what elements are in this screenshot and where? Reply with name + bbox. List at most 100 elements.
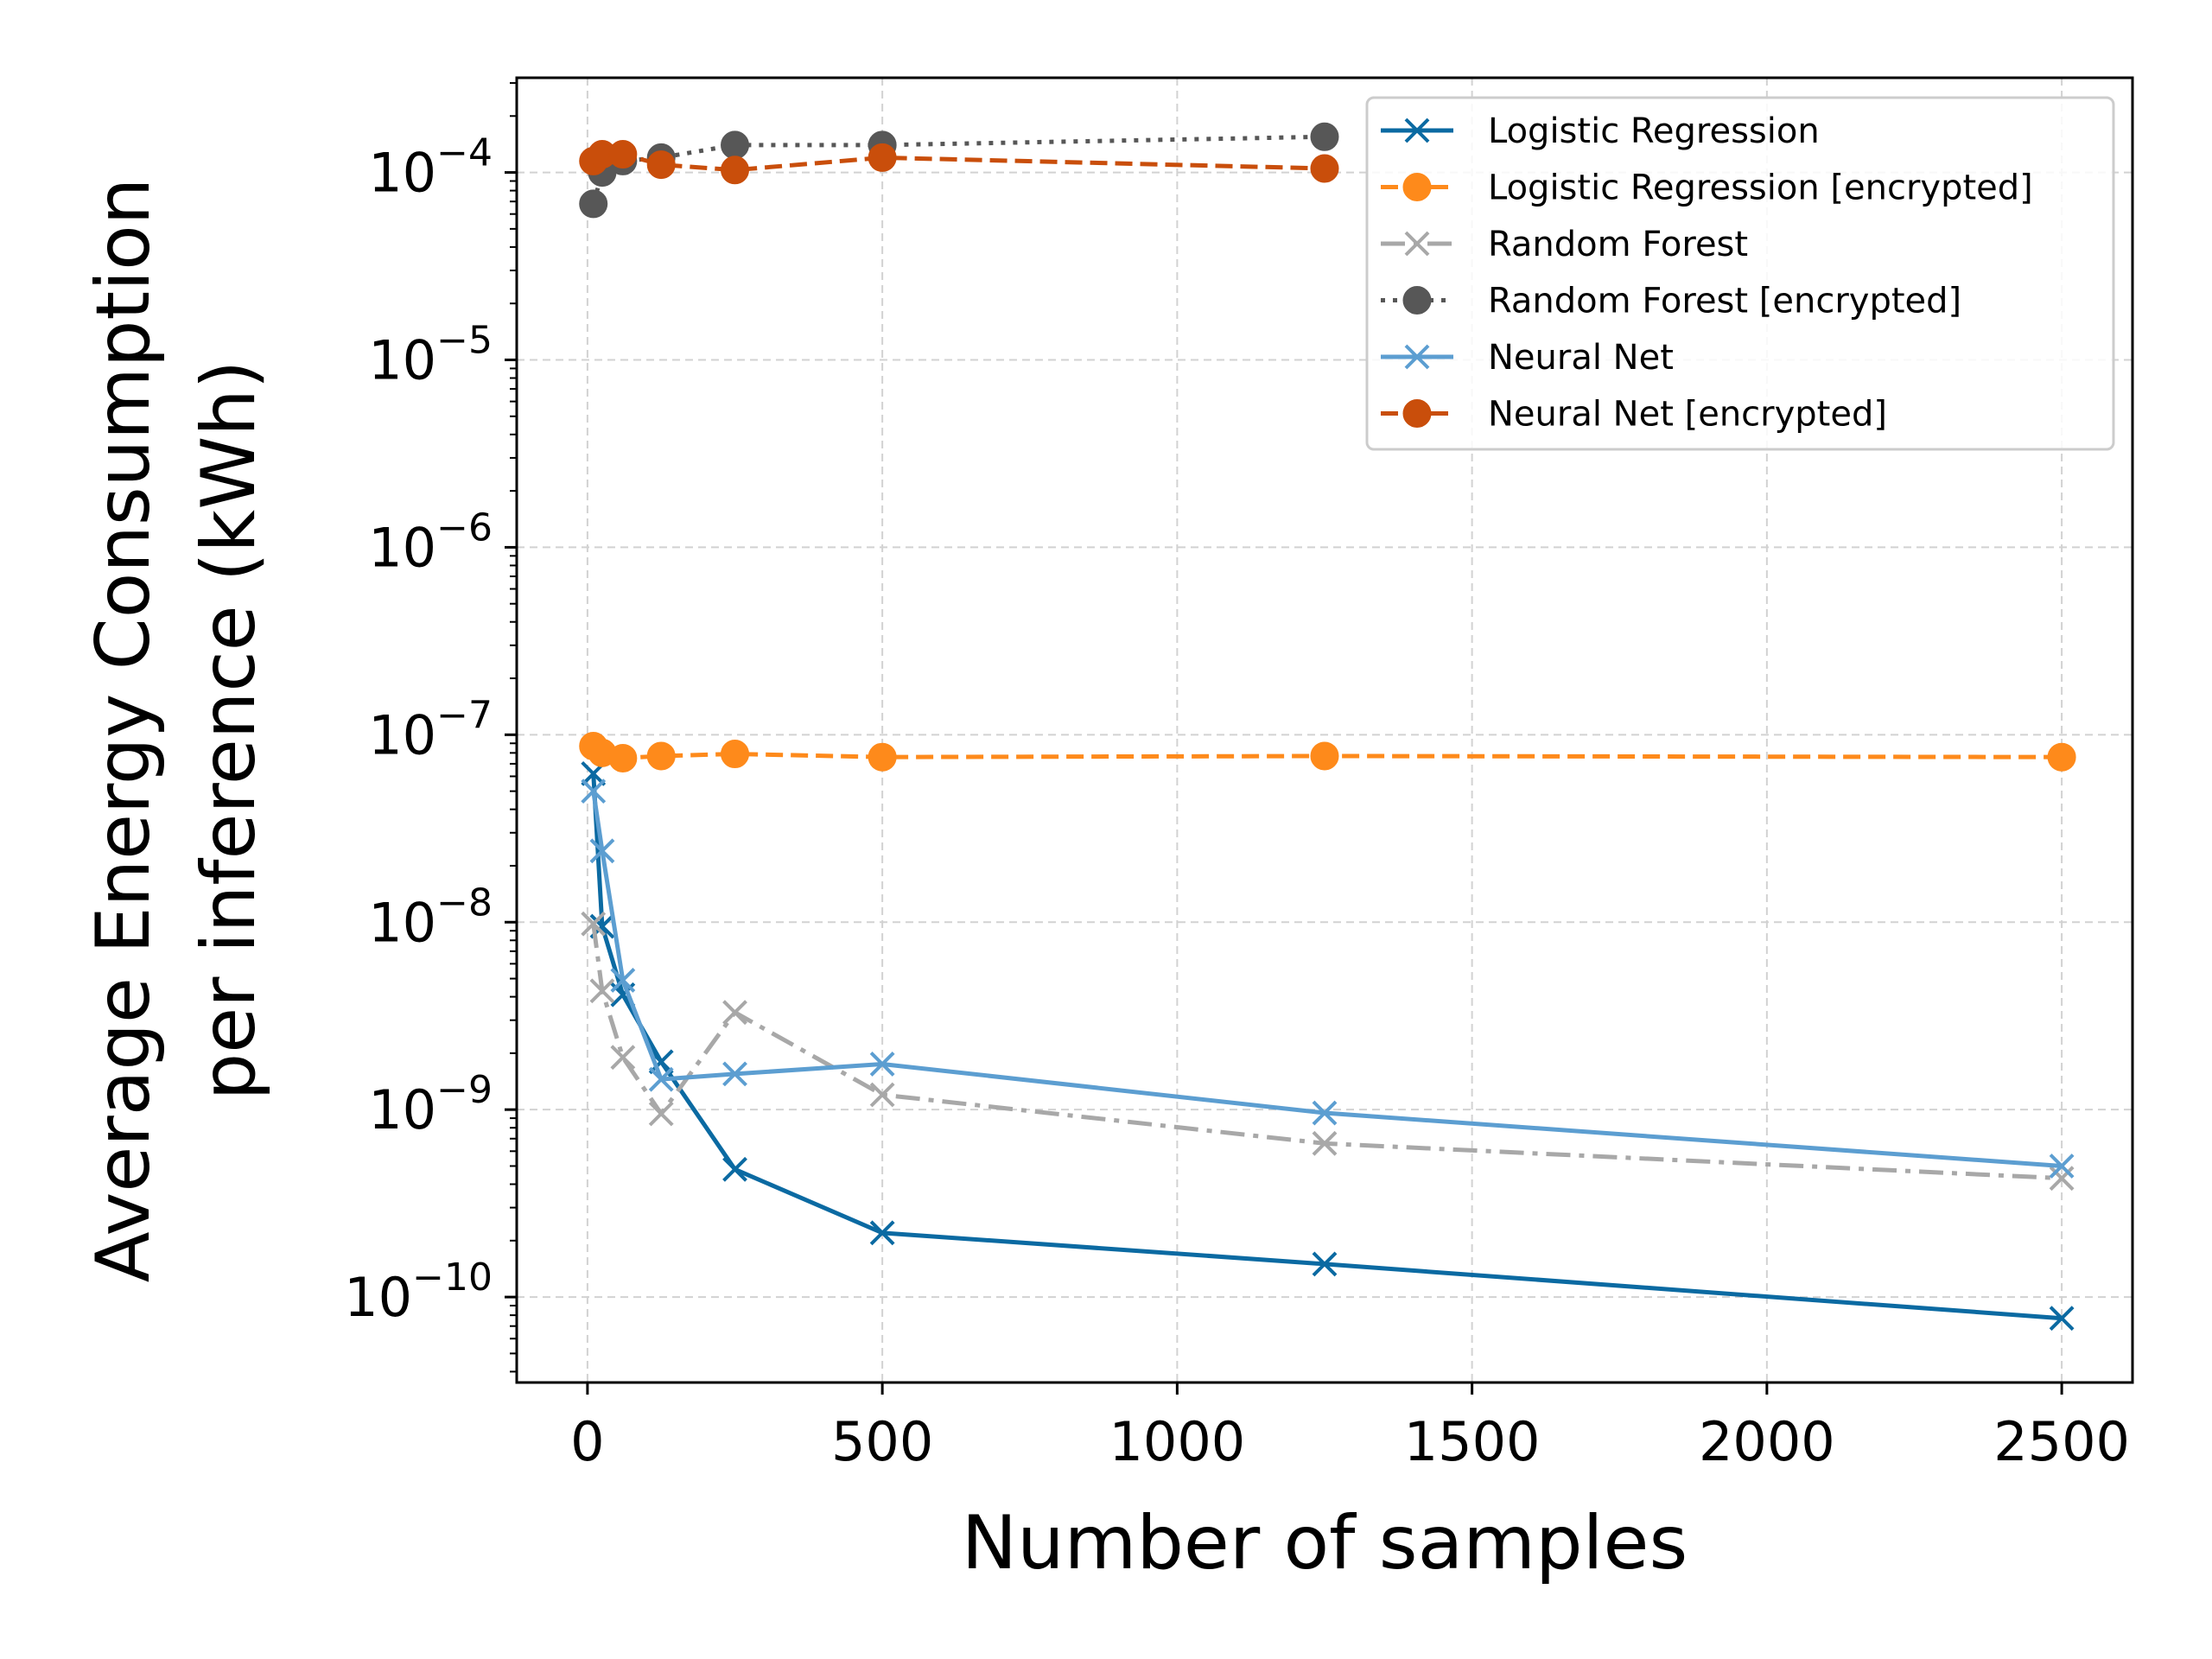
data-point	[2047, 742, 2076, 772]
x-axis-label: Number of samples	[962, 1500, 1688, 1586]
marker-stroke	[869, 1052, 895, 1077]
marker-stroke	[869, 1082, 895, 1108]
data-point	[722, 1156, 747, 1182]
data-point	[2049, 1306, 2075, 1332]
data-point	[579, 189, 608, 219]
legend-entry: Neural Net	[1381, 338, 1674, 378]
series-random-forest-encrypted	[579, 122, 1339, 219]
data-point	[1310, 741, 1339, 771]
data-point	[869, 1052, 895, 1077]
y-tick-base: 10	[368, 516, 436, 579]
data-point	[868, 143, 897, 172]
data-point	[648, 1101, 674, 1127]
legend-marker	[1402, 173, 1432, 201]
series-neural-net	[581, 779, 2075, 1179]
data-point	[610, 968, 636, 993]
marker-stroke	[1404, 344, 1430, 370]
legend-label: Neural Net	[1488, 338, 1674, 378]
marker-stroke	[1312, 1100, 1338, 1126]
legend-marker	[1402, 286, 1432, 315]
legend-entry: Logistic Regression [encrypted]	[1381, 168, 2033, 208]
y-tick-label: 10−9	[368, 1068, 493, 1141]
data-point	[721, 156, 750, 185]
y-tick-label: 10−5	[368, 318, 493, 391]
y-tick-base: 10	[368, 142, 436, 205]
marker-stroke	[722, 1000, 747, 1026]
series-line	[591, 791, 2063, 1168]
y-axis-label-line: per inference (kWh)	[186, 360, 272, 1101]
marker-stroke	[610, 968, 636, 993]
y-tick-base: 10	[368, 328, 436, 391]
marker-stroke	[648, 1101, 674, 1127]
marker-stroke	[648, 1066, 674, 1092]
y-tick-exponent: −5	[436, 318, 493, 362]
data-point	[646, 150, 676, 180]
y-tick-exponent: −9	[436, 1068, 493, 1112]
marker-stroke	[2049, 1166, 2075, 1192]
legend: Logistic Regression Logistic Regression […	[1365, 96, 2115, 451]
legend-label: Neural Net [encrypted]	[1488, 395, 1887, 435]
y-tick-base: 10	[368, 891, 436, 954]
series-line	[591, 134, 1325, 205]
y-tick-label: 10−6	[368, 505, 493, 579]
y-tick-label: 10−7	[368, 693, 493, 766]
legend-marker	[1402, 399, 1432, 428]
data-point	[2049, 1154, 2075, 1179]
data-point	[648, 1066, 674, 1092]
data-point	[589, 838, 615, 864]
data-point	[868, 742, 897, 772]
marker-stroke	[2049, 1306, 2075, 1332]
legend-entry: Neural Net [encrypted]	[1381, 395, 1887, 435]
x-tick-label: 500	[831, 1410, 933, 1473]
marker-stroke	[1312, 1251, 1338, 1277]
legend-label: Logistic Regression [encrypted]	[1488, 168, 2033, 208]
data-point	[581, 911, 607, 937]
x-tick-label: 2500	[1993, 1410, 2130, 1473]
y-tick-exponent: −6	[436, 505, 493, 550]
data-point	[608, 140, 638, 169]
axis-ticks: 0 500 1000 1500 2000 250010−410−510−610−710−8…	[344, 82, 2130, 1473]
data-point	[589, 978, 615, 1004]
marker-stroke	[869, 1220, 895, 1246]
y-tick-exponent: −4	[436, 131, 493, 175]
data-point	[581, 779, 607, 804]
legend-entry: Random Forest	[1381, 225, 1748, 264]
marker-stroke	[2049, 1154, 2075, 1179]
series-line	[591, 773, 2063, 1321]
legend-entry: Random Forest [encrypted]	[1381, 282, 1961, 321]
data-point	[1310, 122, 1339, 151]
data-point	[608, 743, 638, 772]
plot-frame	[515, 76, 2134, 1384]
y-axis-label-line: Average Energy Consumption	[80, 178, 167, 1283]
legend-marker	[1404, 344, 1430, 370]
data-point	[721, 740, 750, 769]
series-neural-net-encrypted	[579, 140, 1339, 185]
data-point	[610, 1045, 636, 1071]
legend-label: Random Forest	[1488, 225, 1748, 264]
legend-box	[1365, 96, 2115, 451]
data-point	[1312, 1130, 1338, 1156]
x-tick-label: 1500	[1404, 1410, 1541, 1473]
x-tick-label: 2000	[1699, 1410, 1835, 1473]
data-point	[722, 1061, 747, 1087]
data-point	[869, 1220, 895, 1246]
marker-stroke	[589, 838, 615, 864]
series-line	[591, 923, 2063, 1181]
marker-stroke	[581, 779, 607, 804]
y-tick-exponent: −10	[412, 1255, 493, 1300]
y-tick-base: 10	[368, 1078, 436, 1141]
y-tick-base: 10	[344, 1266, 412, 1329]
marker-stroke	[610, 1045, 636, 1071]
marker-stroke	[648, 1049, 674, 1075]
data-point	[646, 741, 676, 771]
data-point	[1310, 154, 1339, 183]
data-point	[2049, 1166, 2075, 1192]
data-point	[1312, 1100, 1338, 1126]
marker-stroke	[1404, 231, 1430, 257]
series-layer	[579, 122, 2076, 1332]
y-tick-label: 10−8	[368, 880, 493, 954]
data-point	[721, 130, 750, 160]
series-random-forest	[581, 911, 2075, 1192]
marker-stroke	[1312, 1130, 1338, 1156]
